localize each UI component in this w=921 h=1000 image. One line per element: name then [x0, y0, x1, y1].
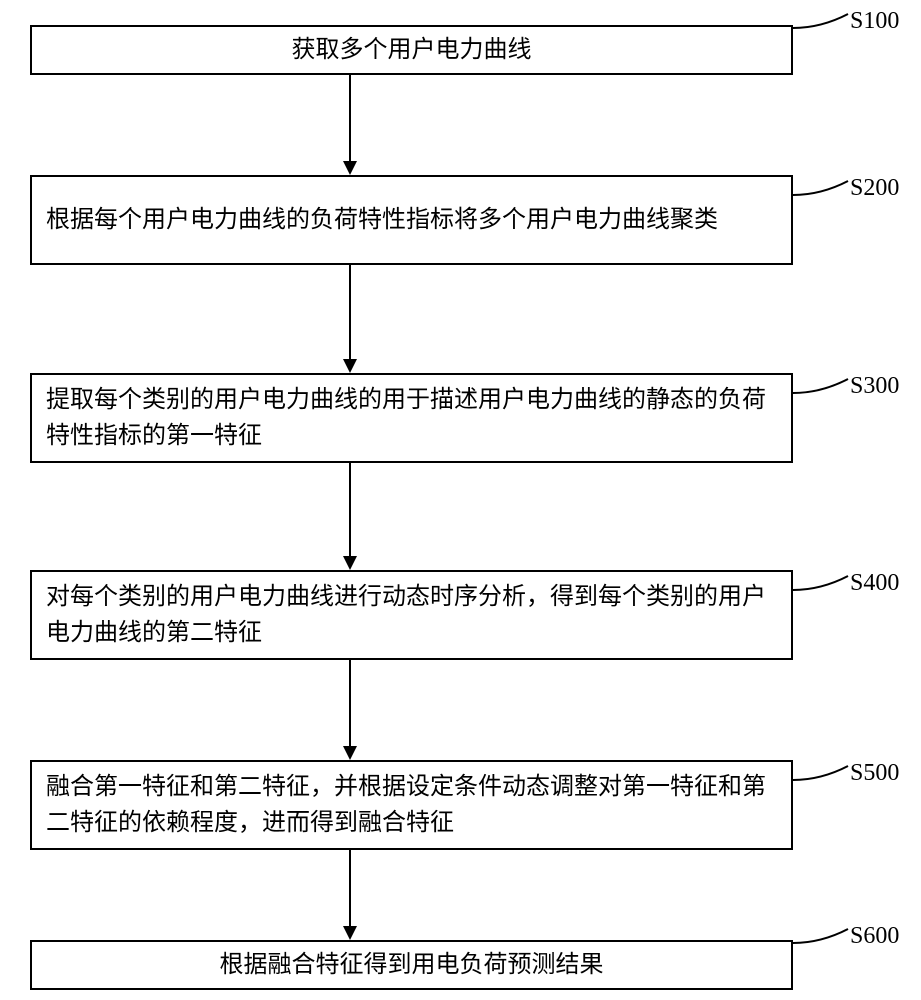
flowchart-container: 获取多个用户电力曲线 S100 根据每个用户电力曲线的负荷特性指标将多个用户电力… — [0, 0, 921, 1000]
node-label-s400: S400 — [850, 570, 899, 597]
flowchart-arrow — [349, 265, 351, 359]
label-connector — [793, 8, 850, 33]
node-text: 获取多个用户电力曲线 — [46, 32, 777, 68]
label-connector — [793, 760, 850, 785]
node-label-s500: S500 — [850, 760, 899, 787]
arrow-head-icon — [343, 556, 357, 570]
label-connector — [793, 923, 850, 948]
flowchart-node-s400: 对每个类别的用户电力曲线进行动态时序分析，得到每个类别的用户电力曲线的第二特征 — [30, 570, 793, 660]
flowchart-node-s600: 根据融合特征得到用电负荷预测结果 — [30, 940, 793, 990]
flowchart-arrow — [349, 75, 351, 161]
node-text: 对每个类别的用户电力曲线进行动态时序分析，得到每个类别的用户电力曲线的第二特征 — [46, 579, 777, 651]
node-text: 根据每个用户电力曲线的负荷特性指标将多个用户电力曲线聚类 — [46, 202, 718, 238]
node-label-s600: S600 — [850, 923, 899, 950]
node-label-s100: S100 — [850, 8, 899, 35]
label-connector — [793, 175, 850, 200]
flowchart-arrow — [349, 463, 351, 556]
arrow-head-icon — [343, 161, 357, 175]
arrow-head-icon — [343, 926, 357, 940]
arrow-head-icon — [343, 746, 357, 760]
node-text: 提取每个类别的用户电力曲线的用于描述用户电力曲线的静态的负荷特性指标的第一特征 — [46, 382, 777, 454]
node-text: 融合第一特征和第二特征，并根据设定条件动态调整对第一特征和第二特征的依赖程度，进… — [46, 769, 777, 841]
arrow-head-icon — [343, 359, 357, 373]
flowchart-arrow — [349, 850, 351, 926]
node-text: 根据融合特征得到用电负荷预测结果 — [46, 947, 777, 983]
flowchart-node-s100: 获取多个用户电力曲线 — [30, 25, 793, 75]
label-connector — [793, 373, 850, 398]
flowchart-node-s300: 提取每个类别的用户电力曲线的用于描述用户电力曲线的静态的负荷特性指标的第一特征 — [30, 373, 793, 463]
node-label-s200: S200 — [850, 175, 899, 202]
label-connector — [793, 570, 850, 595]
flowchart-node-s500: 融合第一特征和第二特征，并根据设定条件动态调整对第一特征和第二特征的依赖程度，进… — [30, 760, 793, 850]
flowchart-arrow — [349, 660, 351, 746]
node-label-s300: S300 — [850, 373, 899, 400]
flowchart-node-s200: 根据每个用户电力曲线的负荷特性指标将多个用户电力曲线聚类 — [30, 175, 793, 265]
